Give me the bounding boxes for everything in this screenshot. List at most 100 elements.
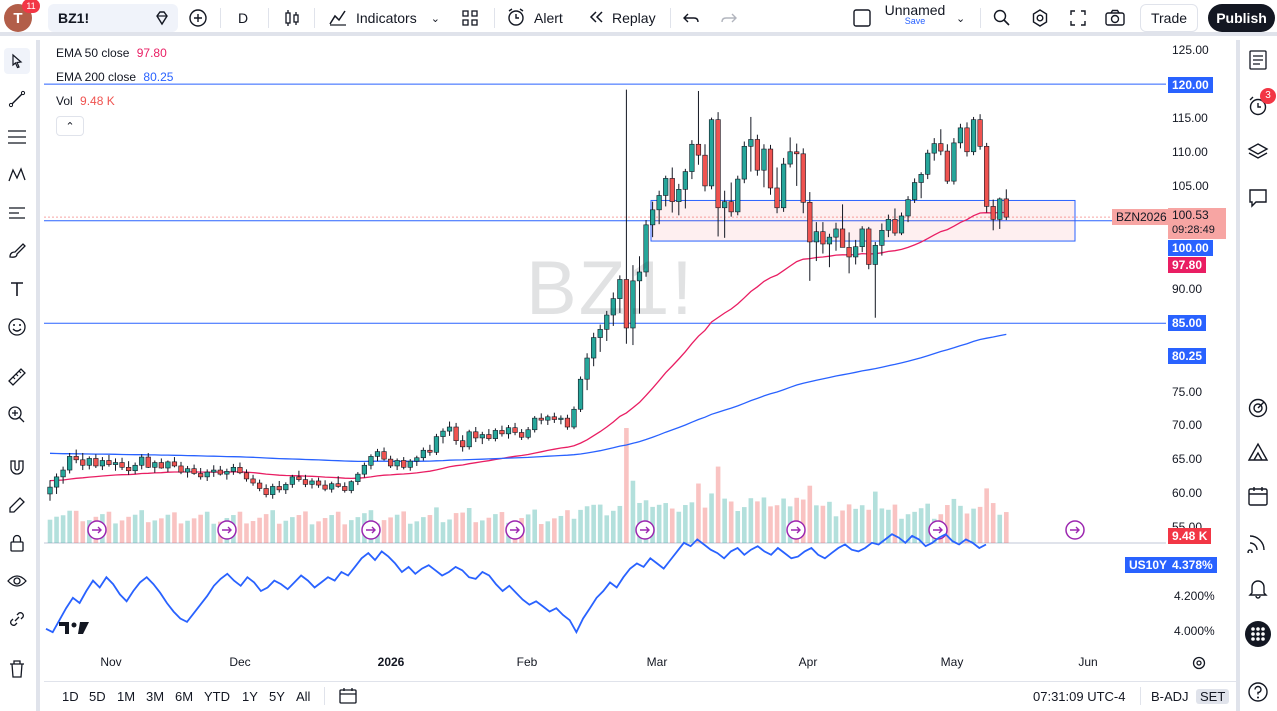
target-icon[interactable] (1244, 394, 1272, 422)
back-adjust-toggle[interactable]: B-ADJ (1151, 689, 1189, 704)
range-ytd[interactable]: YTD (204, 689, 230, 704)
candle-body (584, 357, 590, 380)
watchlist-icon[interactable] (1244, 46, 1272, 74)
price-tick: 110.00 (1172, 145, 1208, 159)
range-all[interactable]: All (296, 689, 311, 704)
save-label[interactable]: Save (904, 16, 926, 26)
trash-icon[interactable] (4, 656, 30, 682)
date-range-calendar-icon[interactable] (338, 687, 358, 710)
candle-body (106, 460, 112, 465)
magnet-icon[interactable] (4, 454, 30, 480)
chart-canvas[interactable] (44, 40, 1236, 681)
lock-icon[interactable] (4, 530, 30, 556)
notifications-bell-icon[interactable] (1244, 574, 1272, 602)
range-5d[interactable]: 5D (89, 689, 106, 704)
help-question-icon[interactable] (1244, 678, 1272, 706)
apps-grid-icon[interactable] (1244, 620, 1272, 648)
link-icon[interactable] (4, 606, 30, 632)
range-1d[interactable]: 1D (62, 689, 79, 704)
hline-120-tag[interactable]: 120.00 (1168, 77, 1213, 93)
ema50-legend[interactable]: EMA 50 close 97.80 (56, 46, 167, 60)
eye-icon[interactable] (4, 568, 30, 594)
candle-body (99, 460, 105, 467)
hline-85-tag[interactable]: 85.00 (1168, 315, 1207, 331)
text-icon[interactable] (4, 276, 30, 302)
ruler-icon[interactable] (4, 364, 30, 390)
diamond-icon[interactable] (154, 10, 170, 29)
ideas-icon[interactable] (1244, 438, 1272, 466)
range-3m[interactable]: 3M (146, 689, 165, 704)
volume-bar (591, 504, 596, 543)
templates-grid-icon[interactable] (460, 4, 482, 32)
alert-button[interactable]: Alert (506, 4, 572, 32)
axis-settings-gear-icon[interactable] (1191, 655, 1207, 676)
candle-body (702, 154, 708, 187)
settings-gear-icon[interactable] (1030, 4, 1050, 32)
candle-body (322, 484, 328, 490)
volume-bar (611, 510, 616, 543)
range-1y[interactable]: 1Y (242, 689, 258, 704)
trend-line-icon[interactable] (4, 86, 30, 112)
prediction-icon[interactable] (4, 200, 30, 226)
replay-button[interactable]: Replay (588, 4, 660, 32)
brush-icon[interactable] (4, 238, 30, 264)
streams-broadcast-icon[interactable] (1244, 528, 1272, 556)
fullscreen-icon[interactable] (1068, 4, 1088, 32)
interval-button[interactable]: D (238, 10, 249, 26)
volume-bar (80, 521, 86, 543)
volume-bar (997, 514, 1003, 543)
calendar-icon[interactable] (1244, 482, 1272, 510)
right-sidebar (1236, 40, 1277, 711)
vol-legend[interactable]: Vol 9.48 K (56, 94, 115, 108)
candle-body (217, 469, 223, 475)
volume-bar (276, 523, 282, 543)
layers-icon[interactable] (1244, 138, 1272, 166)
volume-bar (401, 511, 406, 543)
layout-checkbox-icon[interactable] (852, 4, 872, 32)
hline-100-tag[interactable]: 100.00 (1168, 240, 1213, 256)
pencil-lock-icon[interactable] (4, 492, 30, 518)
us10y-symbol-tag[interactable]: US10Y (1125, 557, 1172, 573)
pattern-icon[interactable] (4, 162, 30, 188)
candle-body (833, 228, 839, 238)
candle-body (296, 476, 302, 480)
clock-timezone[interactable]: 07:31:09 UTC-4 (1033, 689, 1126, 704)
candle-body (466, 431, 472, 448)
camera-icon[interactable] (1104, 4, 1126, 32)
divider (314, 8, 315, 28)
range-5y[interactable]: 5Y (269, 689, 285, 704)
chart-pane[interactable] (44, 40, 1236, 681)
us10y-line (45, 533, 987, 635)
range-1m[interactable]: 1M (117, 689, 136, 704)
zoom-in-icon[interactable] (4, 402, 30, 428)
cursor-icon[interactable] (4, 48, 30, 74)
range-6m[interactable]: 6M (175, 689, 194, 704)
volume-bar (381, 520, 387, 543)
emoji-icon[interactable] (4, 314, 30, 340)
volume-bar (303, 511, 308, 543)
redo-icon[interactable] (720, 4, 740, 32)
compare-plus-icon[interactable] (186, 4, 210, 32)
layout-name[interactable]: Unnamed (884, 2, 946, 18)
candle-body (656, 195, 662, 211)
candles-icon[interactable] (282, 4, 302, 32)
fib-retracement-icon[interactable] (4, 124, 30, 150)
quick-search-icon[interactable] (992, 4, 1012, 32)
undo-icon[interactable] (682, 4, 702, 32)
symbol-search-button[interactable]: BZ1! (48, 4, 178, 32)
session-toggle[interactable]: SET (1196, 689, 1230, 704)
collapse-legend-chevron-up-icon[interactable]: ⌃ (56, 116, 84, 136)
candle-body (158, 462, 164, 469)
trade-button[interactable]: Trade (1140, 4, 1198, 32)
layout-chevron-down-icon[interactable]: ⌄ (956, 12, 966, 25)
volume-bar (722, 498, 727, 543)
candle-body (741, 146, 747, 180)
indicators-button[interactable]: Indicators ⌄ (328, 4, 448, 32)
volume-bar (480, 520, 485, 543)
chat-icon[interactable] (1244, 184, 1272, 212)
publish-button[interactable]: Publish (1208, 4, 1275, 32)
tradingview-logo[interactable] (58, 620, 90, 641)
ema200-legend[interactable]: EMA 200 close 80.25 (56, 70, 173, 84)
last-price-tag: 100.53 09:28:49 (1168, 208, 1226, 239)
candle-body (492, 430, 499, 439)
